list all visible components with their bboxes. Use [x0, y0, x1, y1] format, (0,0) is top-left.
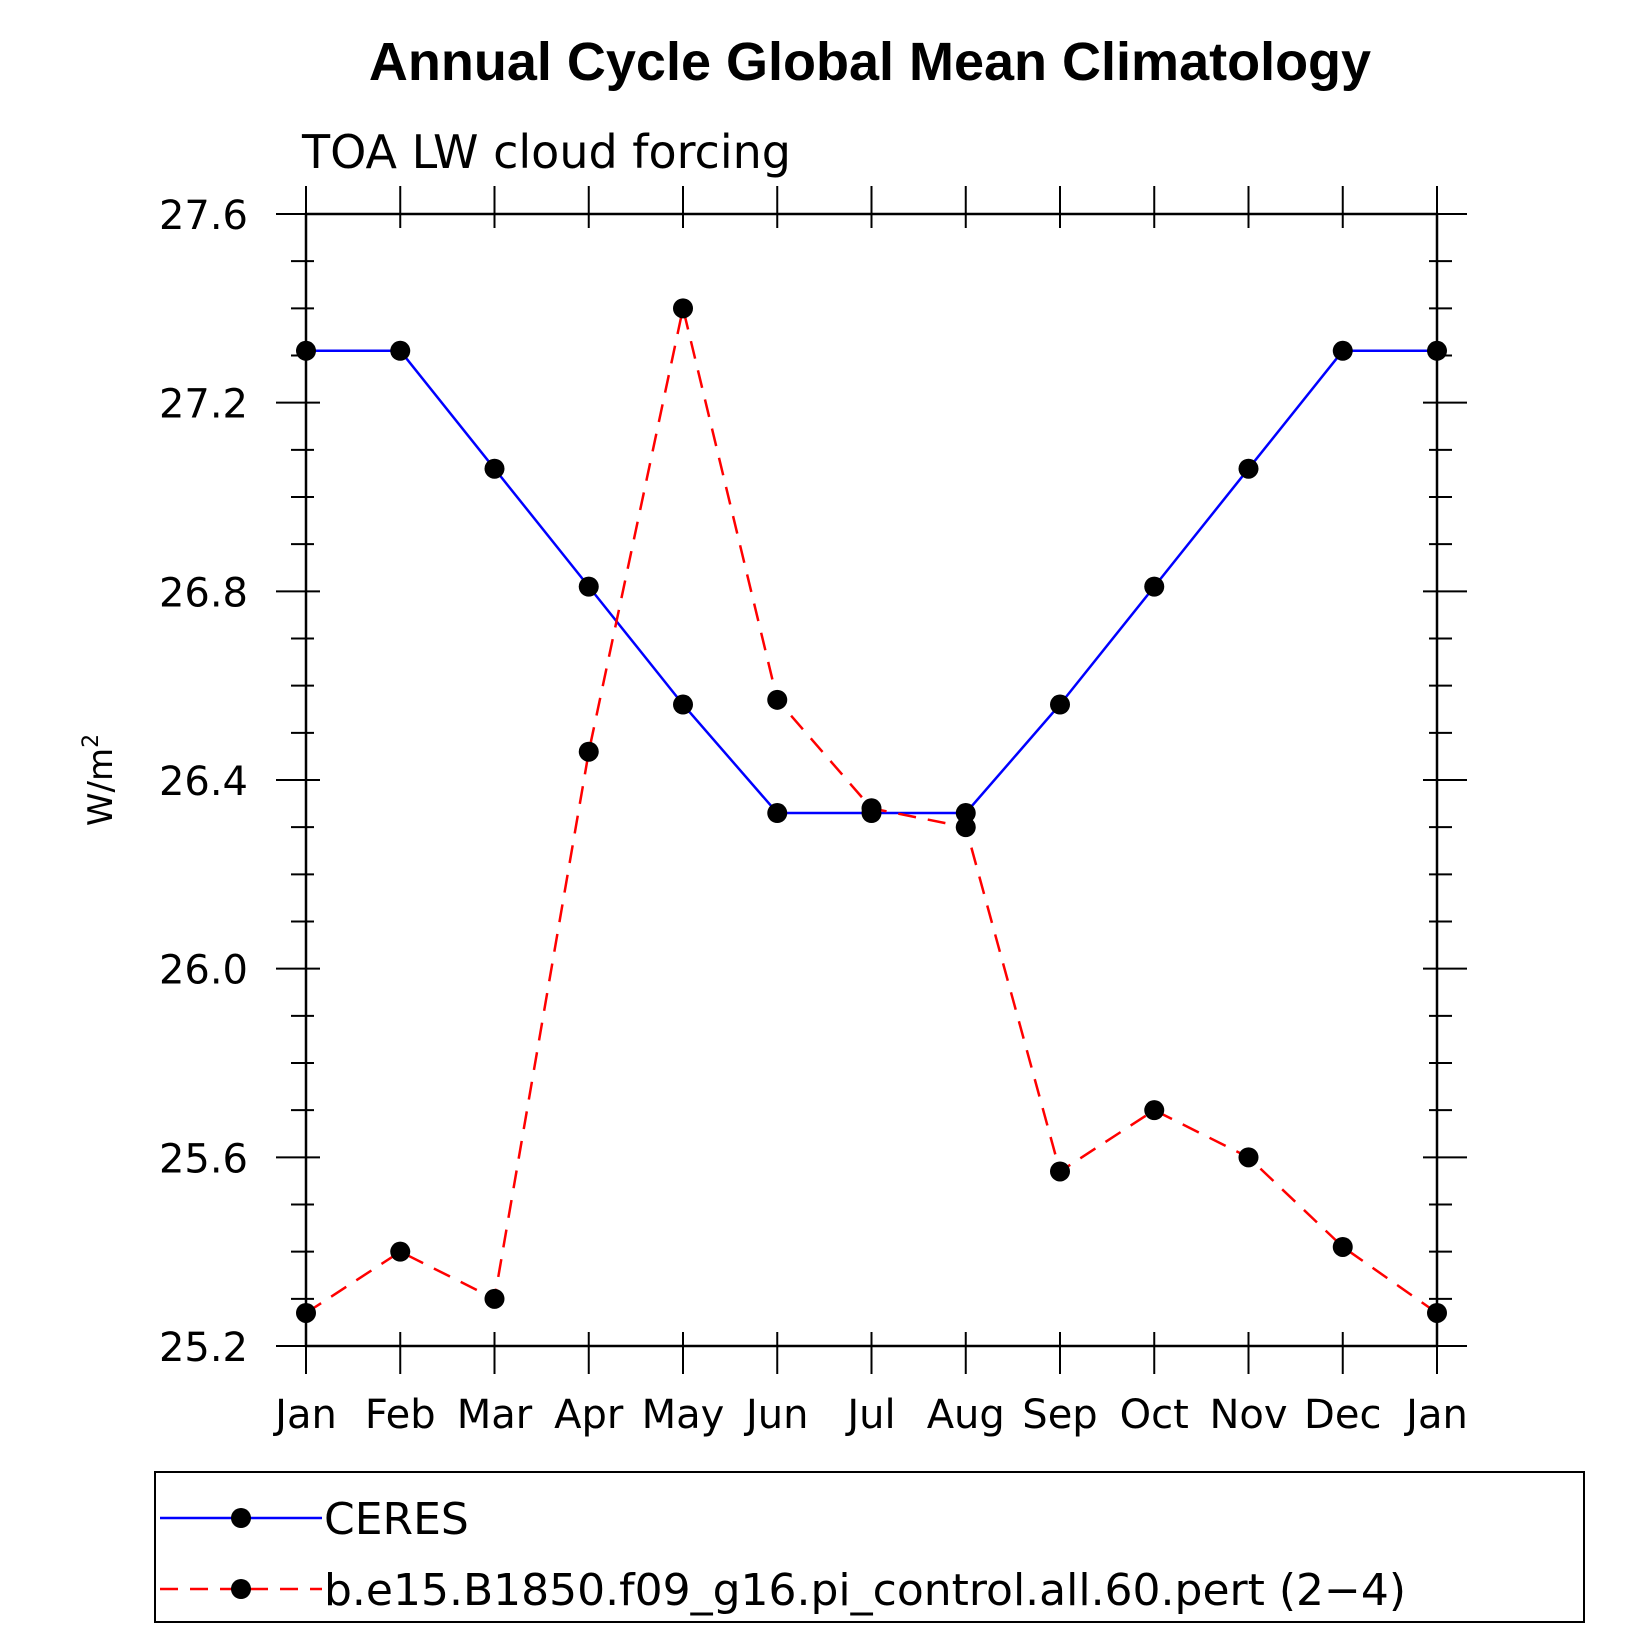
- y-tick-label: 25.6: [159, 1136, 248, 1182]
- legend-model-label: b.e15.B1850.f09_g16.pi_control.all.60.pe…: [324, 1565, 1406, 1616]
- legend-ceres-label: CERES: [324, 1494, 469, 1545]
- data-point: [1332, 1236, 1353, 1257]
- data-point: [673, 298, 693, 319]
- data-point: [578, 741, 599, 762]
- legend-model-marker: [231, 1579, 251, 1599]
- legend-box: [154, 1471, 1585, 1623]
- legend: CERES b.e15.B1850.f09_g16.pi_control.all…: [154, 1471, 1585, 1623]
- data-point: [673, 694, 693, 715]
- y-tick-label: 27.6: [159, 193, 248, 239]
- data-point: [767, 689, 788, 710]
- data-point: [390, 340, 411, 361]
- y-axis-label: W/m2: [79, 734, 121, 826]
- chart-subtitle: TOA LW cloud forcing: [301, 125, 791, 179]
- data-point: [484, 1288, 505, 1309]
- data-point: [1050, 1161, 1070, 1182]
- x-tick-label: Jan: [1403, 1392, 1468, 1438]
- y-tick-label: 26.0: [159, 948, 248, 994]
- data-point: [955, 817, 976, 838]
- data-point: [1427, 340, 1447, 361]
- data-point: [1332, 340, 1353, 361]
- x-tick-label: May: [642, 1392, 725, 1438]
- y-tick-label: 27.2: [159, 382, 248, 428]
- data-point: [767, 803, 788, 824]
- x-tick-label: Nov: [1209, 1392, 1287, 1438]
- y-tick-label: 25.2: [159, 1325, 248, 1371]
- data-point: [1050, 694, 1070, 715]
- chart-title: Annual Cycle Global Mean Climatology: [369, 32, 1371, 92]
- series-line: [306, 349, 1437, 815]
- y-tick-label: 26.4: [159, 759, 248, 805]
- series-layer: [296, 298, 1447, 1323]
- y-axis-label-superscript: 2: [79, 734, 104, 748]
- x-tick-label: Jun: [743, 1392, 809, 1438]
- x-tick-label: Aug: [927, 1392, 1005, 1438]
- x-tick-label: Apr: [554, 1392, 624, 1438]
- data-point: [861, 798, 882, 819]
- series-1: [296, 298, 1447, 1323]
- svg-text:W/m2: W/m2: [79, 734, 121, 826]
- data-point: [1238, 1147, 1259, 1168]
- data-point: [1238, 458, 1259, 479]
- x-tick-label: Sep: [1022, 1392, 1097, 1438]
- x-tick-label: Dec: [1304, 1392, 1381, 1438]
- data-point: [1427, 1302, 1447, 1323]
- x-tick-label: Oct: [1120, 1392, 1189, 1438]
- data-point: [390, 1241, 411, 1262]
- series-0: [296, 340, 1447, 824]
- data-point: [955, 803, 976, 824]
- data-point: [1144, 576, 1165, 597]
- y-tick-label: 26.8: [159, 570, 248, 616]
- data-point: [296, 1302, 316, 1323]
- data-point: [484, 458, 505, 479]
- x-tick-label: Feb: [365, 1392, 436, 1438]
- y-axis-label-base: W/m: [81, 748, 121, 826]
- axes: 25.2 25.6 26.0 26.4 26.8 27.2 27.6 Jan Feb Mar Apr…: [159, 186, 1468, 1438]
- legend-ceres-marker: [231, 1508, 251, 1528]
- x-tick-label: Mar: [457, 1392, 533, 1438]
- data-point: [296, 340, 316, 361]
- data-point: [1144, 1100, 1165, 1121]
- data-point: [578, 576, 599, 597]
- x-tick-label: Jan: [272, 1392, 337, 1438]
- x-tick-label: Jul: [844, 1392, 895, 1438]
